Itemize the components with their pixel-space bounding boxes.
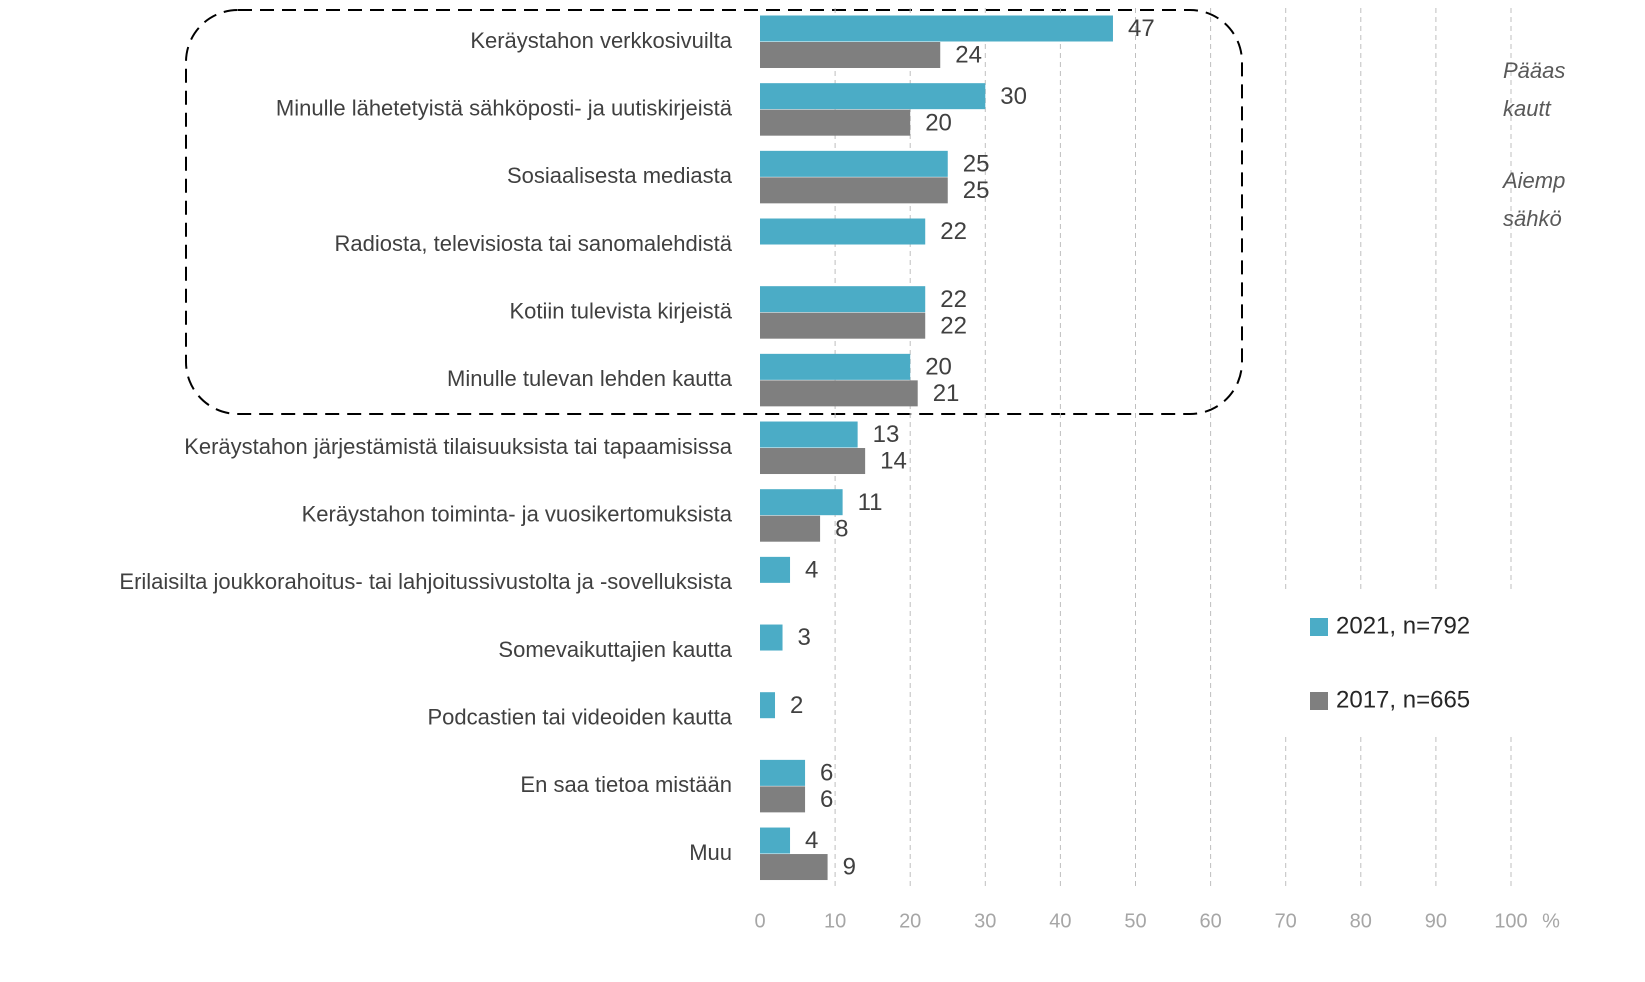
x-tick-label: 60 (1199, 910, 1221, 932)
bar (760, 109, 911, 136)
value-label: 6 (820, 786, 833, 813)
x-tick-label: 100 (1494, 910, 1527, 932)
annotation: sähkö (1503, 206, 1562, 231)
annotation: kautt (1503, 96, 1552, 121)
value-label: 9 (843, 854, 856, 881)
bar (760, 15, 1113, 42)
bar (760, 624, 783, 651)
value-label: 25 (963, 150, 990, 177)
bar (760, 177, 948, 204)
category-label: Kotiin tulevista kirjeistä (509, 298, 732, 323)
grid (834, 8, 1512, 890)
category-label: Minulle tulevan lehden kautta (447, 366, 733, 391)
value-label: 8 (835, 515, 848, 542)
legend-label: 2021, n=792 (1336, 612, 1470, 639)
category-label: Somevaikuttajien kautta (498, 637, 732, 662)
value-label: 22 (940, 218, 967, 245)
annotation: Pääas (1503, 58, 1565, 83)
x-tick-label: 80 (1350, 910, 1372, 932)
bar (760, 827, 791, 854)
x-tick-label: 90 (1425, 910, 1447, 932)
category-label: Radiosta, televisiosta tai sanomalehdist… (335, 231, 733, 256)
x-unit: % (1542, 910, 1560, 932)
x-tick-label: 70 (1275, 910, 1297, 932)
category-label: Minulle lähetetyistä sähköposti- ja uuti… (276, 95, 733, 120)
value-label: 2 (790, 692, 803, 719)
x-tick-label: 20 (899, 910, 921, 932)
x-tick-label: 10 (824, 910, 846, 932)
category-label: Podcastien tai videoiden kautta (427, 705, 732, 730)
value-label: 14 (880, 448, 907, 475)
bar (760, 515, 821, 542)
x-tick-label: 40 (1049, 910, 1071, 932)
value-label: 24 (955, 42, 982, 69)
value-label: 47 (1128, 15, 1155, 42)
value-label: 11 (858, 489, 883, 516)
bar (760, 854, 828, 881)
category-label: Erilaisilta joukkorahoitus- tai lahjoitu… (119, 569, 732, 594)
value-label: 13 (873, 421, 900, 448)
legend-label: 2017, n=665 (1336, 686, 1470, 713)
value-label: 6 (820, 759, 833, 786)
bar (760, 380, 918, 407)
bar (760, 556, 791, 583)
category-label: Sosiaalisesta mediasta (507, 163, 733, 188)
bar (760, 421, 858, 448)
value-label: 20 (925, 353, 952, 380)
value-label: 21 (933, 380, 960, 407)
bar (760, 448, 866, 475)
value-label: 4 (805, 556, 818, 583)
category-label: Keräystahon järjestämistä tilaisuuksista… (184, 434, 733, 459)
legend-background (1280, 592, 1525, 734)
legend-swatch (1310, 618, 1328, 636)
value-label: 25 (963, 177, 990, 204)
highlight-box (185, 9, 1243, 415)
value-label: 22 (940, 312, 967, 339)
bar (760, 150, 948, 177)
category-label: En saa tietoa mistään (520, 772, 732, 797)
bar (760, 42, 941, 68)
bar (760, 353, 911, 380)
annotation: Aiemp (1501, 168, 1565, 193)
legend-swatch (1310, 692, 1328, 710)
bar (760, 286, 926, 313)
bar (760, 759, 806, 786)
x-tick-label: 0 (754, 910, 765, 932)
value-label: 22 (940, 286, 967, 313)
value-label: 20 (925, 109, 952, 136)
category-label: Keräystahon verkkosivuilta (470, 28, 732, 53)
value-label: 30 (1000, 83, 1027, 110)
bar (760, 312, 926, 339)
bar (760, 692, 776, 719)
bar (760, 489, 843, 516)
category-label: Keräystahon toiminta- ja vuosikertomuksi… (302, 502, 733, 527)
value-label: 4 (805, 827, 818, 854)
category-label: Muu (689, 840, 732, 865)
bar (760, 83, 986, 110)
bar (760, 218, 926, 245)
bar (760, 786, 806, 813)
x-tick-label: 50 (1124, 910, 1146, 932)
x-tick-label: 30 (974, 910, 996, 932)
value-label: 3 (798, 624, 811, 651)
